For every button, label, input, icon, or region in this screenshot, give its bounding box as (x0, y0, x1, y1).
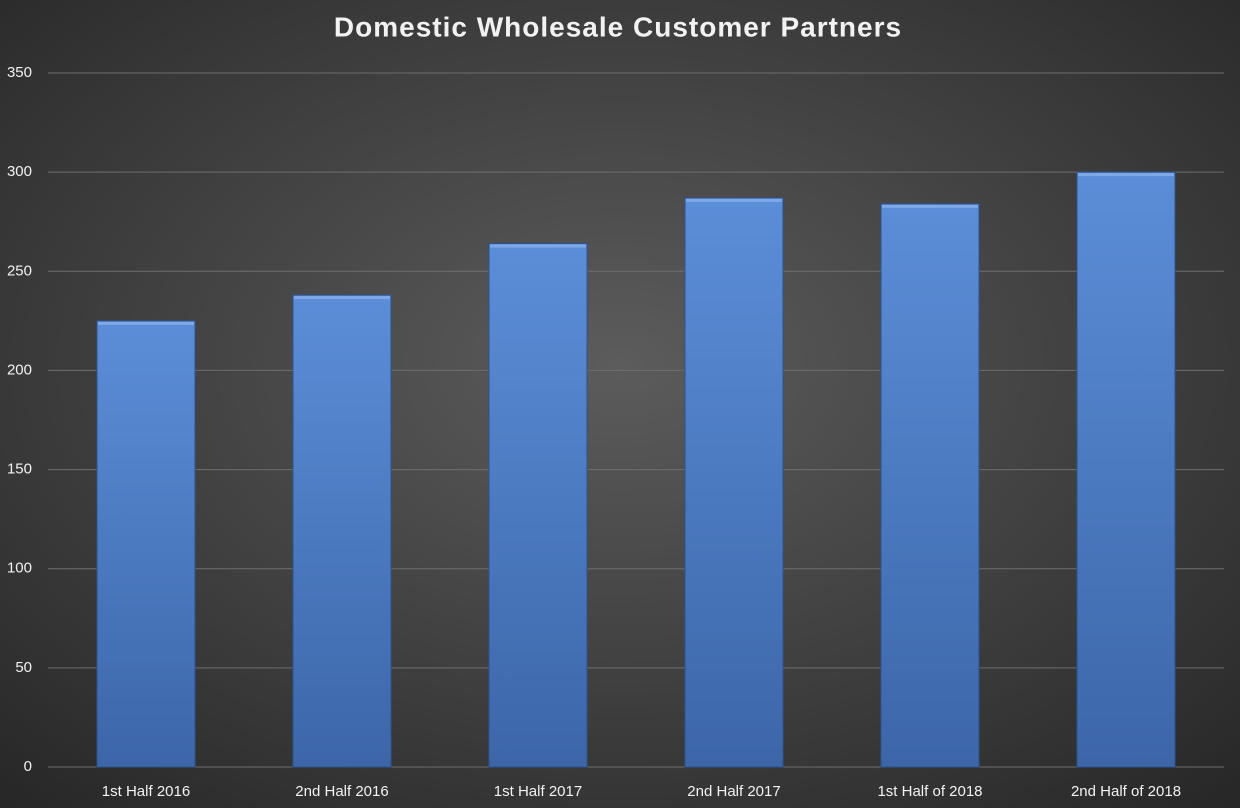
y-tick-label: 300 (7, 163, 32, 180)
bar-bevel (98, 321, 194, 325)
y-tick-label: 200 (7, 361, 32, 378)
x-tick-label: 1st Half 2017 (494, 783, 582, 800)
bar (488, 243, 588, 768)
x-tick-label: 2nd Half of 2018 (1071, 783, 1181, 800)
y-tick-label: 100 (7, 560, 32, 577)
y-tick-label: 0 (24, 758, 32, 775)
bar-bevel (882, 204, 978, 208)
y-tick-label: 250 (7, 262, 32, 279)
x-tick-label: 2nd Half 2016 (295, 783, 388, 800)
x-tick-label: 2nd Half 2017 (687, 783, 780, 800)
x-tick-label: 1st Half of 2018 (877, 783, 982, 800)
y-tick-label: 50 (15, 659, 32, 676)
bar-bevel (1078, 173, 1174, 177)
y-tick-label: 150 (7, 461, 32, 478)
bar-bevel (490, 244, 586, 248)
x-tick-label: 1st Half 2016 (102, 783, 190, 800)
bar (880, 203, 980, 768)
bar-bevel (686, 198, 782, 202)
bar-bevel (294, 296, 390, 300)
bar (96, 320, 196, 768)
bar (684, 197, 784, 768)
y-tick-label: 350 (7, 64, 32, 81)
bar (292, 294, 392, 768)
chart-title: Domestic Wholesale Customer Partners (334, 11, 902, 42)
bar (1076, 171, 1176, 768)
